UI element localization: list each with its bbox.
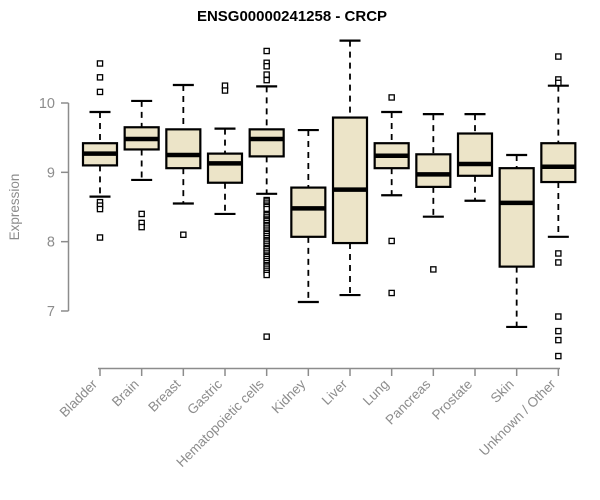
x-tick-label-lung: Lung [360, 377, 392, 409]
x-tick-label-pancreas: Pancreas [383, 376, 434, 427]
outlier-point [263, 63, 270, 70]
outlier-point [555, 313, 562, 320]
outlier-point [138, 210, 145, 218]
box-breast [165, 128, 202, 170]
y-tick-label: 9 [47, 165, 55, 181]
boxplot-group-pancreas [415, 112, 452, 273]
x-tick-label-prostate: Prostate [429, 377, 475, 423]
outlier-point [555, 336, 562, 344]
x-tick-label-breast: Breast [145, 376, 183, 414]
outlier-point [180, 231, 187, 238]
boxplot-group-bladder [81, 60, 119, 241]
y-tick-label: 7 [47, 304, 55, 320]
box-hematopoietic-cells [248, 128, 285, 158]
box-pancreas [415, 153, 452, 188]
outlier-point [388, 237, 395, 245]
outlier-point [388, 289, 395, 297]
boxplot-group-liver [331, 39, 369, 297]
boxplot-group-brain [123, 99, 160, 231]
box-kidney [290, 186, 327, 238]
outlier-point [96, 88, 104, 96]
outlier-point [96, 205, 104, 213]
boxplot-group-gastric [206, 82, 244, 216]
outlier-point [138, 223, 145, 231]
outlier-point [263, 333, 270, 340]
outlier-point [221, 87, 229, 94]
outlier-point [96, 74, 104, 81]
outlier-point [555, 259, 562, 266]
x-tick-label-skin: Skin [488, 377, 517, 406]
boxplot-group-prostate [456, 112, 494, 202]
chart-title: ENSG00000241258 - CRCP [197, 8, 387, 25]
box-liver [331, 116, 369, 245]
outlier-point [263, 76, 270, 84]
box-unknown-other [540, 142, 577, 184]
outlier-point [96, 234, 104, 241]
outlier-point [430, 266, 437, 273]
x-tick-label-unknown-other: Unknown / Other [476, 376, 559, 459]
x-tick-label-gastric: Gastric [184, 376, 225, 417]
y-tick-label: 10 [39, 96, 55, 112]
outlier-point [263, 271, 270, 279]
boxplot-group-unknown-other [540, 53, 577, 360]
x-tick-label-kidney: Kidney [269, 376, 309, 416]
outlier-point [555, 327, 562, 335]
x-tick-label-bladder: Bladder [57, 376, 101, 420]
outlier-point [555, 250, 562, 257]
x-tick-label-liver: Liver [319, 376, 351, 408]
box-gastric [206, 152, 244, 184]
boxplot-group-skin [498, 153, 535, 329]
outlier-point [388, 94, 395, 101]
y-tick-label: 8 [47, 235, 55, 251]
outlier-point [96, 60, 104, 67]
box-skin [498, 167, 535, 268]
y-axis-title: Expression [7, 174, 22, 241]
x-tick-label-brain: Brain [109, 377, 142, 410]
outlier-point [555, 352, 562, 360]
box-prostate [456, 132, 494, 177]
boxplot-group-hematopoietic-cells [248, 47, 285, 340]
outlier-point [263, 47, 270, 55]
outlier-point [555, 53, 562, 60]
outlier-point [263, 71, 270, 78]
outlier-point [555, 79, 562, 87]
plot-area: 7 8 9 10 Expression Bladder Brain Breast Gastric… [7, 39, 577, 470]
boxplot-group-breast [165, 83, 202, 238]
boxplot-group-lung [373, 94, 410, 297]
boxplot-group-kidney [290, 128, 327, 304]
